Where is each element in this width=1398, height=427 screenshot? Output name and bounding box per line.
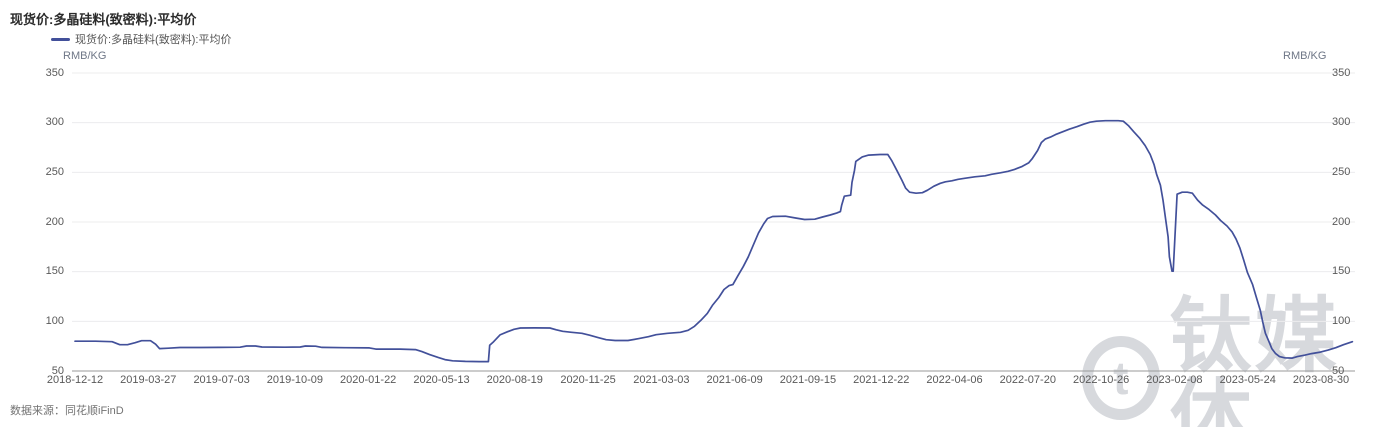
- x-axis-tick-label: 2022-07-20: [999, 374, 1056, 386]
- price-line-series: [74, 119, 1354, 363]
- y-axis-tick-label-right: 50: [1332, 364, 1345, 377]
- y-axis-unit-left: RMB/KG: [63, 50, 107, 62]
- y-axis-tick-label-right: 300: [1332, 116, 1351, 129]
- x-axis-tick-label: 2022-04-06: [926, 374, 983, 386]
- x-axis-tick-label: 2020-11-25: [560, 374, 616, 386]
- x-axis-tick-label: 2019-10-09: [266, 374, 324, 386]
- x-axis-tick-label: 2021-03-03: [633, 374, 690, 386]
- page-title: 现货价:多晶硅料(致密料):平均价: [10, 12, 197, 27]
- y-axis-unit-right: RMB/KG: [1283, 50, 1327, 62]
- watermark-text: 钛媒体: [1169, 291, 1340, 427]
- y-axis-tick-label-left: 100: [45, 314, 64, 327]
- data-source-note: 数据来源：同花顺iFinD: [10, 405, 124, 417]
- y-axis-tick-label-left: 200: [45, 215, 64, 228]
- y-axis-tick-label-left: 150: [45, 265, 64, 278]
- y-axis-tick-label-right: 150: [1332, 265, 1351, 278]
- x-axis-tick-label: 2021-06-09: [706, 374, 763, 386]
- x-axis-tick-label: 2020-08-19: [486, 374, 543, 386]
- watermark: t 钛媒体: [1082, 296, 1398, 427]
- x-axis-tick-label: 2020-01-22: [340, 374, 397, 386]
- legend-item[interactable]: 现货价:多晶硅料(致密料):平均价: [51, 31, 231, 47]
- x-axis-tick-label: 2019-03-27: [120, 374, 177, 386]
- x-axis-tick-label: 2021-09-15: [779, 374, 837, 386]
- y-axis-tick-label-left: 350: [45, 66, 64, 79]
- y-axis-tick-label-left: 250: [45, 165, 64, 178]
- y-axis-tick-label-right: 250: [1332, 165, 1351, 178]
- x-axis-tick-label: 2023-05-24: [1219, 374, 1276, 386]
- x-axis-tick-label: 2021-12-22: [853, 374, 910, 386]
- legend-line-swatch: [51, 37, 70, 41]
- x-axis-tick-label: 2022-10-26: [1072, 374, 1130, 386]
- x-axis-tick-label: 2019-07-03: [193, 374, 250, 386]
- y-axis-tick-label-right: 200: [1332, 215, 1351, 228]
- watermark-logo-icon: t: [1082, 336, 1160, 420]
- x-axis-tick-label: 2023-02-08: [1146, 374, 1203, 386]
- x-axis-tick-label: 2020-05-13: [413, 374, 470, 386]
- x-axis-tick-label: 2018-12-12: [46, 374, 104, 386]
- x-axis-tick-label: 2023-08-30: [1292, 374, 1350, 386]
- legend-label: 现货价:多晶硅料(致密料):平均价: [75, 34, 232, 46]
- y-axis-tick-label-right: 100: [1332, 314, 1351, 327]
- y-axis-tick-label-left: 300: [45, 116, 64, 129]
- y-axis-tick-label-right: 350: [1332, 66, 1351, 79]
- legend: 现货价:多晶硅料(致密料):平均价: [51, 31, 231, 47]
- y-axis-tick-label-left: 50: [51, 364, 64, 377]
